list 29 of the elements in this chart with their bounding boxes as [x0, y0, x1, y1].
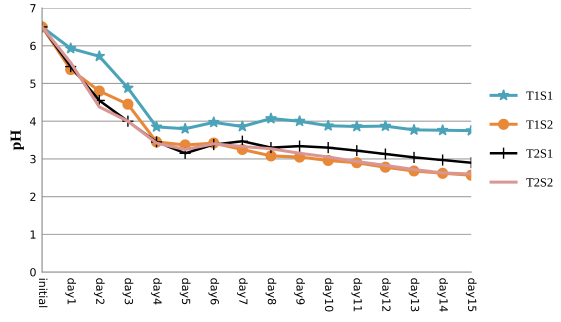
x-tick-label: day12 — [380, 278, 391, 312]
x-tick-label: day1 — [65, 278, 76, 304]
legend-label: T2S2 — [526, 178, 552, 187]
x-tick-label: initial — [38, 278, 48, 308]
x-tick-label: day5 — [180, 278, 191, 304]
y-tick-label: 7 — [30, 4, 36, 12]
y-tick-label: 6 — [30, 42, 36, 50]
y-axis-title: pH — [10, 130, 24, 150]
y-tick-label: 4 — [30, 117, 36, 126]
legend-label: T1S2 — [526, 120, 552, 129]
y-tick-label: 0 — [30, 268, 36, 276]
y-tick-label: 5 — [30, 80, 36, 88]
x-tick-label: day14 — [437, 278, 448, 312]
x-tick-label: day10 — [322, 278, 334, 312]
x-tick-label: day11 — [351, 278, 362, 312]
x-tick-label: day8 — [266, 278, 276, 304]
x-tick-label: day2 — [94, 278, 105, 304]
legend-label: T1S1 — [526, 91, 552, 100]
x-tick-label: day6 — [208, 278, 220, 304]
y-tick-label: 3 — [30, 154, 36, 164]
x-tick-label: day15 — [466, 278, 477, 312]
x-tick-label: day9 — [294, 278, 305, 304]
y-tick-label: 2 — [30, 192, 36, 201]
x-tick-label: day4 — [151, 278, 162, 305]
y-tick-label: 1 — [30, 230, 36, 239]
legend-label: T2S1 — [526, 149, 552, 158]
x-tick-label: day13 — [408, 278, 420, 312]
x-tick-label: day7 — [236, 278, 248, 304]
x-tick-label: day3 — [122, 278, 134, 304]
